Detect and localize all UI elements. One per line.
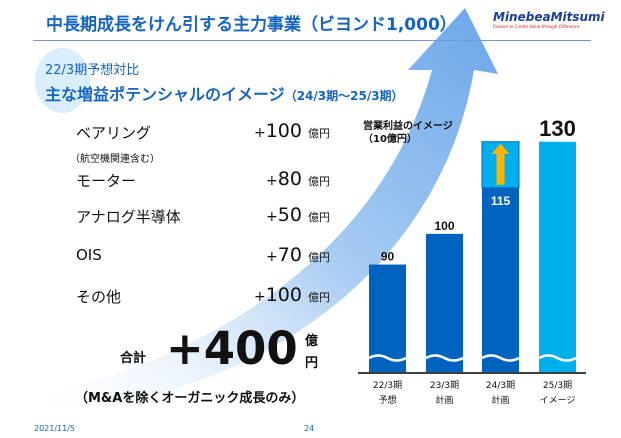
item-value: +80 億円 — [266, 168, 330, 190]
bar — [539, 141, 576, 372]
axis-break-mark — [368, 354, 407, 362]
item-label: その他 — [76, 288, 122, 306]
bar-value-label: 90 — [381, 250, 395, 264]
up-arrow-icon — [491, 143, 510, 185]
total-unit-1: 億 — [305, 334, 319, 349]
axis-break-mark — [425, 354, 464, 362]
footer-date: 2021/11/5 — [34, 424, 76, 433]
x-tick-label: 25/3期 イメージ — [539, 381, 576, 406]
footnote: （M&Aを除くオーガニック成長のみ） — [75, 391, 305, 406]
x-tick-label: 22/3期 予想 — [372, 381, 403, 406]
bar — [482, 187, 519, 372]
item-value: +100 億円 — [253, 120, 330, 142]
growth-arrow-icon — [40, 8, 498, 410]
item-label: OIS — [76, 246, 102, 264]
page-title: 中長期成長をけん引する主力事業（ビヨンド1,000） — [46, 15, 457, 35]
x-tick-label: 23/3期 計画 — [429, 381, 460, 406]
axis-break-mark — [538, 354, 577, 362]
item-note: （航空機関連含む） — [70, 154, 160, 165]
bar-value-label: 100 — [434, 219, 454, 233]
title-divider — [33, 40, 591, 41]
bar-value-label: 130 — [539, 116, 576, 141]
item-label: モーター — [76, 172, 137, 190]
x-tick-label: 24/3期 計画 — [485, 381, 516, 406]
axis-break-mark — [481, 354, 520, 362]
company-logo: MinebeaMitsumi Passion to Create Value th… — [493, 10, 605, 29]
comparison-label: 22/3期予想対比 — [45, 63, 140, 78]
item-value: +100 億円 — [253, 284, 330, 306]
bar — [426, 233, 463, 372]
section-title: 主な増益ポテンシャルのイメージ（24/3期～25/3期） — [45, 85, 404, 104]
bar-value-label: 115 — [491, 194, 511, 208]
item-value: +70 億円 — [266, 244, 330, 266]
item-label: ベアリング — [76, 124, 152, 142]
chart-title: 営業利益のイメージ （10億円） — [363, 121, 453, 145]
bar — [369, 264, 406, 372]
page-number: 24 — [304, 424, 315, 433]
total-unit-2: 円 — [305, 356, 319, 371]
total-label: 合計 — [120, 351, 147, 366]
decor-circle — [35, 48, 90, 113]
item-value: +50 億円 — [266, 204, 330, 226]
total-value: +400 — [166, 322, 298, 375]
item-label: アナログ半導体 — [76, 208, 181, 226]
